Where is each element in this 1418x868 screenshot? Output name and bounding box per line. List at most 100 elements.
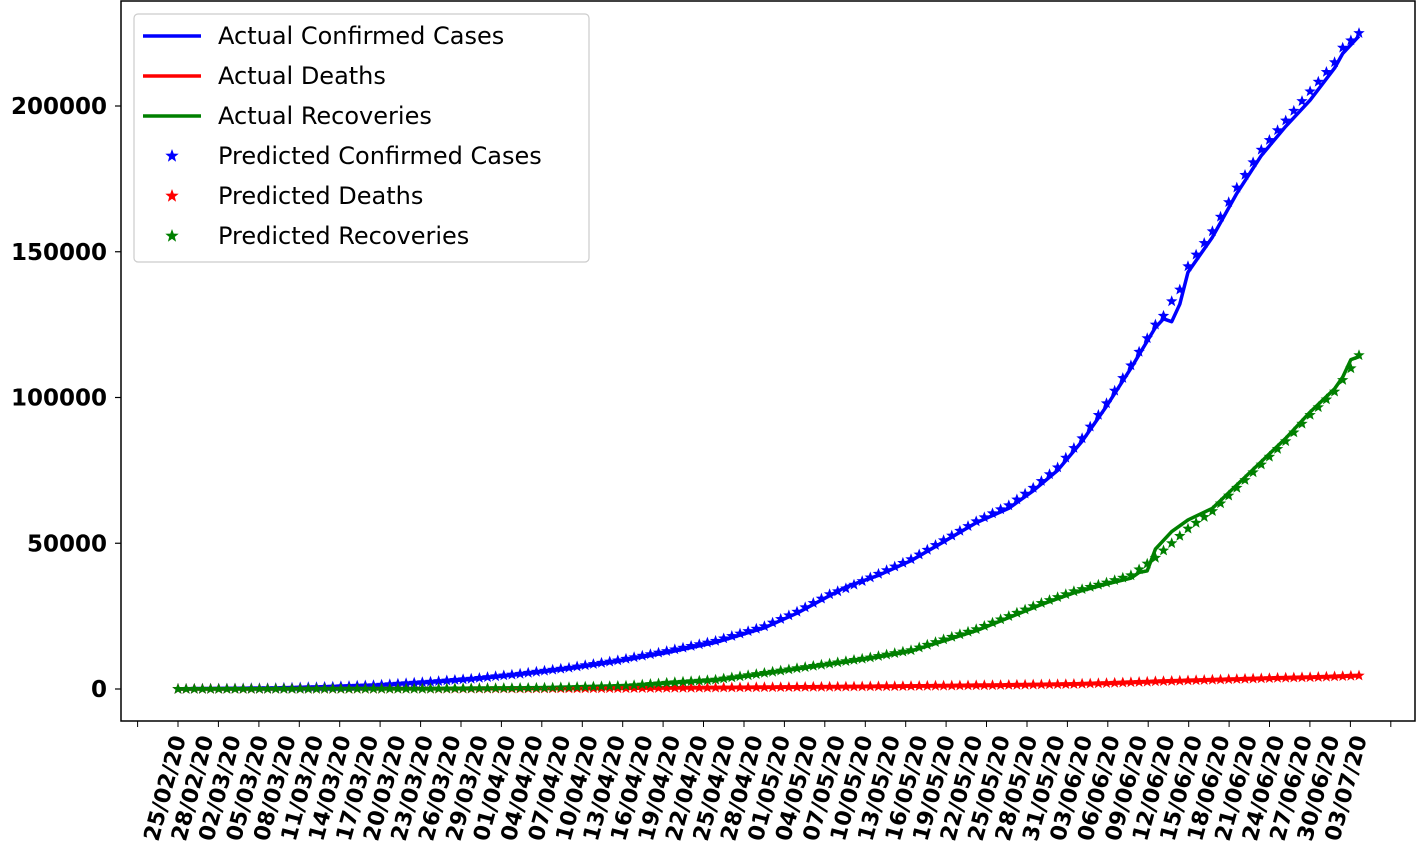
data-point — [889, 647, 901, 658]
data-point — [416, 682, 429, 694]
data-point — [889, 680, 901, 692]
legend-swatch-marker — [165, 149, 179, 162]
data-point — [905, 680, 917, 691]
data-point — [416, 676, 429, 688]
data-point — [1288, 671, 1300, 683]
data-point — [864, 680, 876, 692]
data-point — [432, 675, 445, 686]
data-point — [1068, 678, 1080, 689]
y-axis: 0 50000 100000 150000 200000 — [11, 94, 121, 703]
data-point — [734, 681, 746, 693]
x-axis: 25/02/2028/02/2002/03/2005/03/2008/03/20… — [137, 721, 1392, 844]
data-point — [929, 679, 942, 691]
data-point — [1320, 393, 1333, 405]
data-point — [1345, 34, 1357, 46]
data-point — [1312, 671, 1324, 682]
data-point — [473, 682, 486, 694]
data-point — [400, 677, 412, 689]
data-point — [538, 664, 551, 676]
legend-box — [133, 13, 590, 263]
data-point — [978, 679, 990, 691]
data-point — [424, 682, 437, 694]
data-point — [188, 683, 200, 694]
data-point — [196, 683, 209, 694]
data-point — [1133, 563, 1145, 575]
data-point — [612, 654, 624, 666]
data-point — [1117, 676, 1129, 688]
data-point — [986, 616, 999, 628]
data-point — [994, 503, 1007, 515]
data-point — [1247, 466, 1259, 478]
data-point — [937, 534, 950, 546]
data-point — [253, 682, 266, 694]
data-point — [783, 663, 795, 675]
data-point — [1255, 458, 1267, 470]
data-point — [734, 627, 746, 639]
data-point — [1019, 487, 1031, 499]
data-point — [547, 681, 559, 693]
data-point — [335, 682, 347, 694]
data-point — [278, 682, 290, 694]
data-point — [457, 673, 469, 685]
data-point — [783, 681, 795, 692]
data-point — [1328, 56, 1341, 68]
data-point — [880, 648, 893, 660]
data-point — [1288, 426, 1300, 438]
data-point — [1280, 114, 1292, 126]
data-point — [294, 682, 306, 694]
data-point — [1304, 85, 1316, 97]
data-point — [872, 680, 885, 692]
data-point — [1027, 481, 1039, 493]
data-point — [970, 679, 982, 691]
data-point — [791, 662, 803, 674]
data-point — [775, 664, 787, 676]
data-point — [913, 680, 925, 691]
data-point — [718, 632, 730, 644]
data-point — [1100, 677, 1113, 688]
data-point — [1337, 41, 1349, 53]
data-point — [783, 609, 795, 621]
data-point — [685, 675, 697, 687]
data-point — [1125, 569, 1137, 581]
data-point — [750, 668, 762, 679]
data-point — [807, 680, 819, 692]
data-point — [848, 654, 860, 665]
data-point — [1011, 606, 1023, 618]
legend-label: Predicted Recoveries — [218, 222, 469, 250]
data-point — [204, 683, 217, 694]
data-point — [245, 682, 257, 694]
data-point — [579, 659, 591, 671]
data-point — [799, 681, 811, 692]
data-point — [1166, 675, 1178, 686]
data-point — [742, 625, 754, 636]
data-point — [1182, 522, 1194, 534]
data-point — [1206, 505, 1219, 516]
data-point — [1092, 677, 1105, 689]
data-point — [286, 682, 298, 694]
data-point — [734, 670, 746, 682]
data-point — [465, 682, 477, 694]
data-point — [726, 630, 738, 641]
data-point — [587, 680, 600, 692]
data-point — [1092, 578, 1105, 590]
data-point — [807, 660, 819, 671]
data-point — [1141, 557, 1153, 569]
data-point — [1011, 493, 1023, 505]
data-point — [563, 661, 575, 673]
data-point — [823, 680, 836, 692]
data-point — [726, 681, 738, 693]
data-point — [709, 681, 722, 693]
data-point — [620, 679, 632, 691]
data-point — [555, 681, 567, 693]
data-point — [872, 567, 885, 579]
data-point — [1019, 678, 1031, 690]
data-point — [799, 661, 811, 672]
data-point — [1166, 295, 1178, 307]
data-point — [506, 668, 518, 680]
data-point — [1214, 673, 1227, 685]
data-point — [604, 655, 616, 667]
data-point — [1068, 585, 1080, 597]
data-point — [864, 571, 876, 583]
data-point — [718, 681, 730, 693]
data-point — [897, 680, 909, 691]
